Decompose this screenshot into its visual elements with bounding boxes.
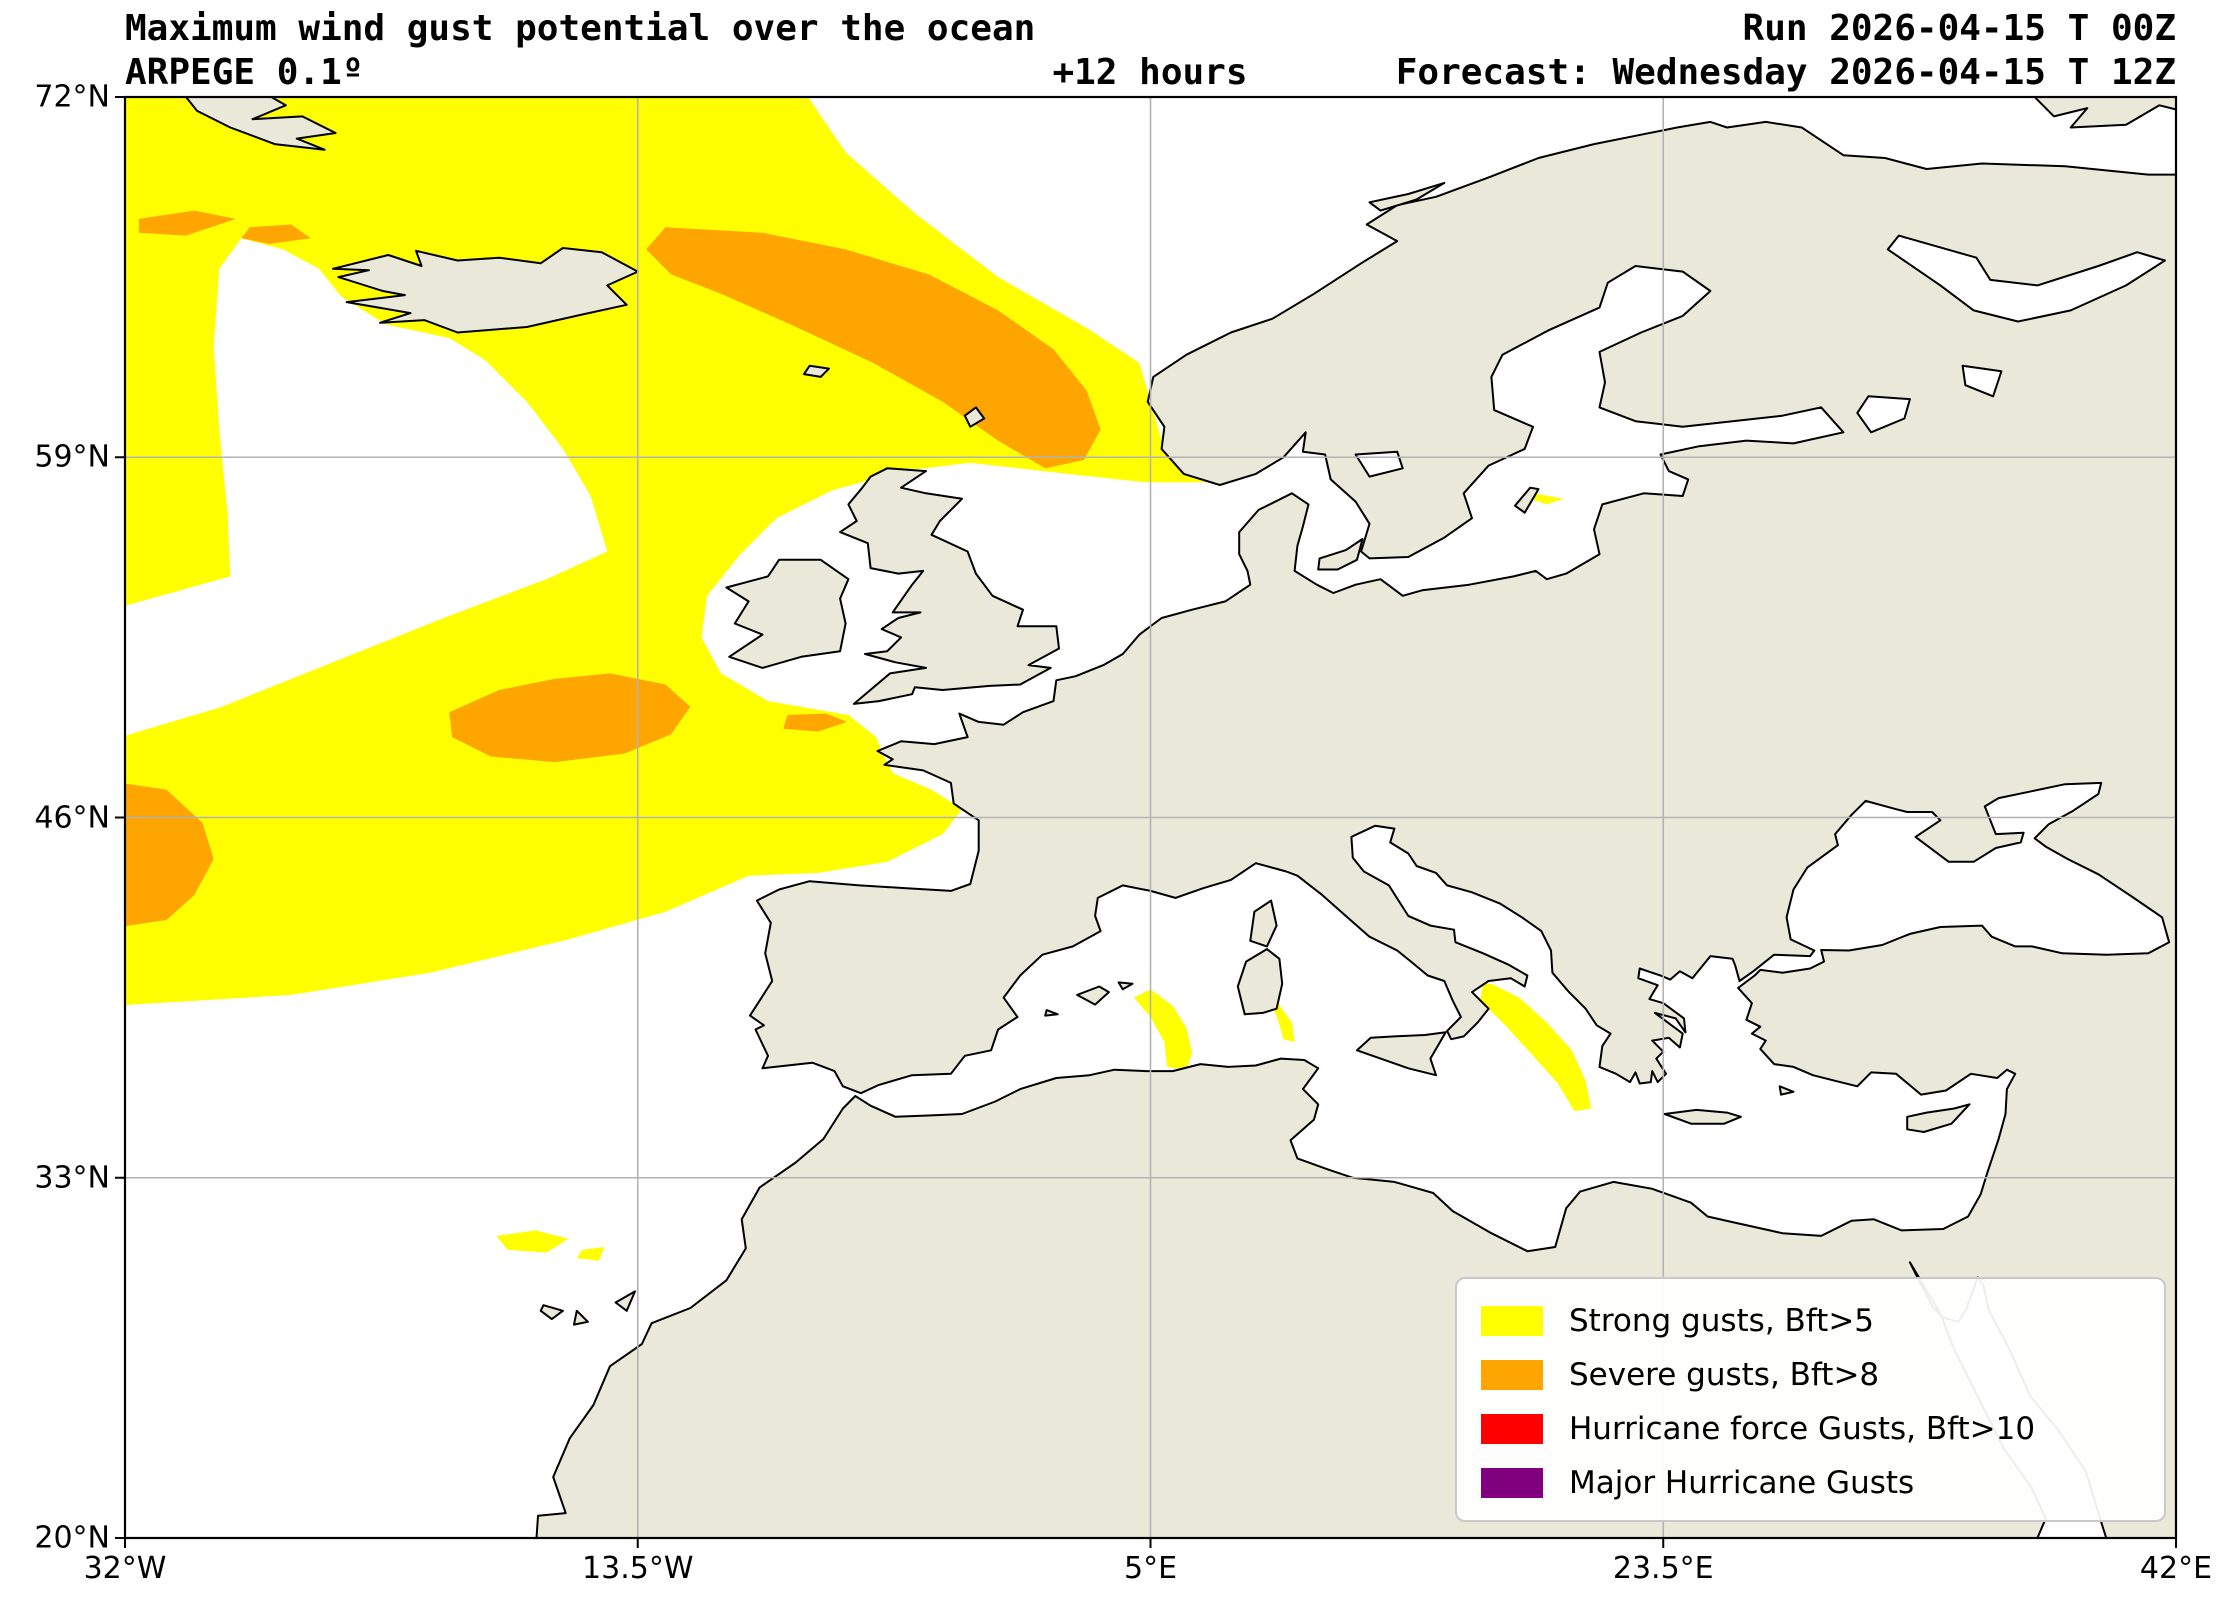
legend-item-label: Hurricane force Gusts, Bft>10: [1569, 1411, 2036, 1447]
legend-rows: Strong gusts, Bft>5 Severe gusts, Bft>8 Hu…: [1481, 1294, 2154, 1510]
land-canary-3: [614, 1290, 636, 1312]
legend-item: Hurricane force Gusts, Bft>10: [1481, 1402, 2154, 1456]
land-continent: [535, 120, 2176, 1538]
land-ibiza: [1044, 1009, 1059, 1017]
x-tick-label-0: 32°W: [83, 1551, 167, 1586]
legend-item-label: Strong gusts, Bft>5: [1569, 1303, 1875, 1339]
legend-swatch-icon: [1481, 1414, 1543, 1444]
x-tick-label-1: 13.5°W: [582, 1551, 694, 1586]
model-label: ARPEGE 0.1º: [125, 52, 364, 93]
gust-orange-greenland-2: [241, 224, 311, 244]
land-lofoten: [1368, 181, 1446, 212]
legend-swatch-icon: [1481, 1468, 1543, 1498]
y-tick-label-0: 72°N: [34, 79, 110, 115]
y-tick-label-2: 46°N: [34, 800, 110, 835]
legend-swatch-icon: [1481, 1306, 1543, 1336]
land-great-britain: [839, 467, 1060, 705]
land-faroe: [803, 364, 830, 378]
y-tick-label-4: 20°N: [34, 1520, 110, 1556]
x-tick-label-2: 5°E: [1123, 1551, 1178, 1586]
land-crete: [1663, 1108, 1742, 1125]
severe-gust-areas: [125, 210, 1101, 927]
gust-orange-norwegian-sea: [646, 227, 1101, 469]
land-canary-1: [539, 1304, 564, 1321]
land-ireland: [725, 558, 850, 669]
lead-time-label: +12 hours: [1052, 52, 1248, 93]
legend-item-label: Severe gusts, Bft>8: [1569, 1357, 1880, 1393]
legend-item-label: Major Hurricane Gusts: [1569, 1465, 1915, 1501]
gust-orange-mid-atlantic: [449, 673, 691, 763]
land-menorca: [1117, 981, 1134, 991]
land-cyprus: [1906, 1103, 1971, 1133]
land-rhodes: [1778, 1085, 1795, 1096]
legend-item: Strong gusts, Bft>5: [1481, 1294, 2154, 1348]
land-sardinia: [1236, 948, 1284, 1016]
page-title: Maximum wind gust potential over the oce…: [125, 8, 1036, 49]
y-tick-label-1: 59°N: [34, 439, 110, 475]
legend: Strong gusts, Bft>5 Severe gusts, Bft>8 Hu…: [1455, 1277, 2166, 1522]
run-label: Run 2026-04-15 T 00Z: [1742, 8, 2176, 49]
forecast-label: Forecast: Wednesday 2026-04-15 T 12Z: [1395, 52, 2176, 93]
plot-border: [123, 95, 2178, 1540]
land-greenland-fragment: [184, 97, 337, 151]
land-shetland: [963, 406, 986, 428]
white-sea: [1886, 234, 2166, 323]
legend-swatch-icon: [1481, 1360, 1543, 1390]
x-tick-label-3: 23.5°E: [1612, 1551, 1714, 1586]
land-corsica: [1249, 899, 1278, 948]
lake-onega: [1961, 364, 2003, 398]
gust-orange-greenland-1: [138, 210, 236, 236]
x-tick-label-4: 42°E: [2139, 1551, 2213, 1586]
gust-yellow-madeira-1: [496, 1230, 569, 1253]
gust-orange-celtic: [783, 713, 847, 732]
land-iceland: [331, 247, 639, 334]
gust-yellow-baltic: [1530, 493, 1564, 505]
land-gotland: [1514, 486, 1540, 514]
land-sicily: [1356, 1031, 1447, 1077]
axis-ticks: [115, 96, 2177, 1548]
land-zealand: [1317, 538, 1364, 571]
legend-item: Major Hurricane Gusts: [1481, 1456, 2154, 1510]
gust-yellow-madeira-2: [576, 1247, 605, 1261]
gust-yellow-sardinia: [1272, 1003, 1295, 1042]
gust-yellow-ionian: [1480, 983, 1592, 1112]
y-tick-label-3: 33°N: [34, 1160, 110, 1196]
legend-item: Severe gusts, Bft>8: [1481, 1348, 2154, 1402]
gust-orange-left-edge: [125, 783, 214, 927]
land-mallorca: [1076, 985, 1110, 1006]
lake-ladoga: [1856, 395, 1911, 434]
land-masses: [184, 97, 2176, 1538]
gust-yellow-west-med: [1133, 989, 1193, 1070]
land-arctic-corner: [2033, 97, 2176, 129]
land-canary-2: [573, 1309, 589, 1326]
